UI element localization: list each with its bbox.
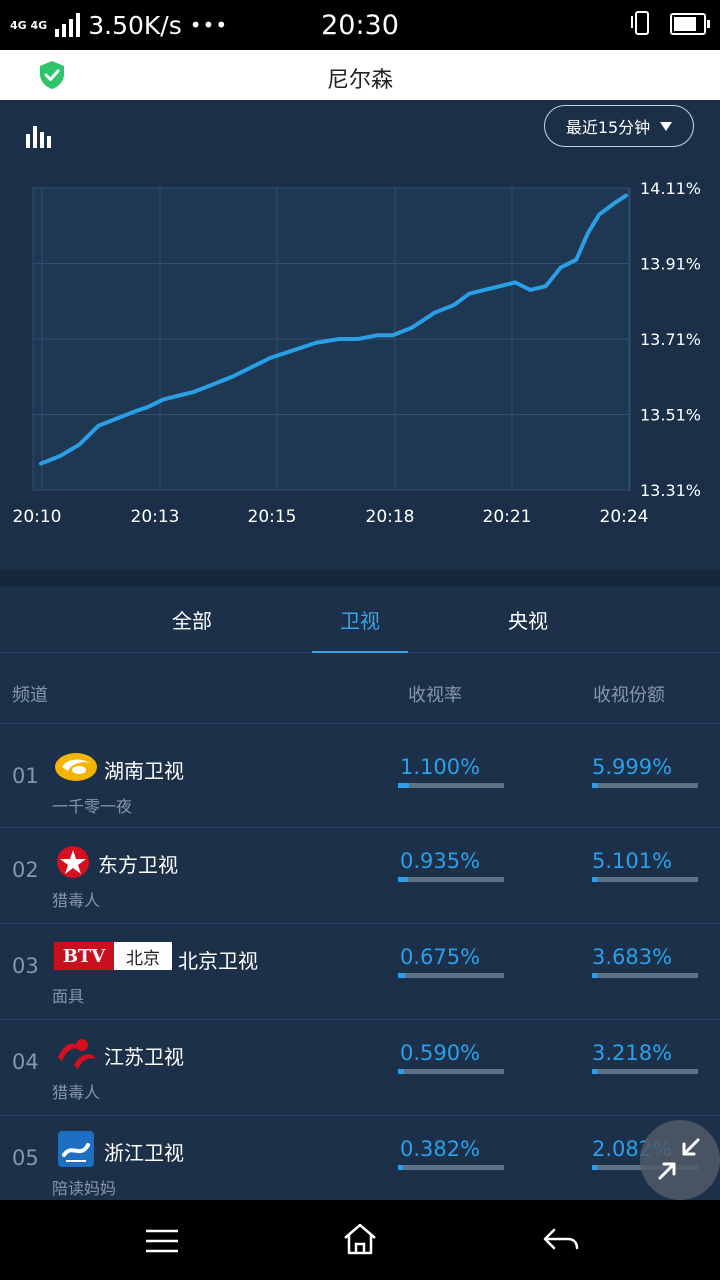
channel-name: 东方卫视 <box>98 853 178 877</box>
share-bar <box>592 1069 698 1074</box>
header-share: 收视份额 <box>593 685 665 706</box>
rating-value: 0.935% <box>400 849 481 873</box>
rating-bar <box>398 973 504 978</box>
table-row[interactable]: 01 湖南卫视 一千零一夜 1.100% 5.999% <box>0 731 720 828</box>
shield-check-icon <box>40 61 64 89</box>
signal-icon <box>55 13 81 37</box>
table-row[interactable]: 03 BTV 北京 北京卫视 面具 0.675% 3.683% <box>0 923 720 1020</box>
rating-value: 0.590% <box>400 1041 481 1065</box>
table-row[interactable]: 02 东方卫视 猎毒人 0.935% 5.101% <box>0 827 720 924</box>
program-name: 猎毒人 <box>52 891 101 910</box>
rating-value: 0.675% <box>400 945 481 969</box>
dropdown-arrow-icon <box>660 121 673 131</box>
network-speed: 3.50K/s <box>88 10 182 40</box>
program-name: 一千零一夜 <box>52 797 133 816</box>
rating-value: 1.100% <box>400 755 481 779</box>
header-rating: 收视率 <box>408 685 462 706</box>
program-name: 陪读妈妈 <box>52 1179 117 1198</box>
tab-bar: 全部 卫视 央视 <box>0 586 720 653</box>
network-indicator: 4G 4G <box>10 20 47 31</box>
share-bar <box>592 877 698 882</box>
channel-name: 江苏卫视 <box>104 1045 184 1069</box>
line-chart: 14.11% 13.91% 13.71% 13.51% 13.31% 20:10 20:13… <box>13 179 702 527</box>
table-row[interactable]: 05 浙江卫视 陪读妈妈 0.382% 2.082% <box>0 1115 720 1211</box>
program-name: 面具 <box>52 987 85 1006</box>
rating-bar <box>398 1165 504 1170</box>
x-tick-label: 20:10 <box>13 507 62 527</box>
rating-bar <box>398 783 504 788</box>
dragon-tv-logo <box>57 846 89 878</box>
time-range-label: 最近15分钟 <box>565 118 651 137</box>
channel-name: 北京卫视 <box>178 949 258 973</box>
divider <box>0 570 720 586</box>
jiangsu-tv-logo <box>58 1039 96 1069</box>
rating-bar <box>398 877 504 882</box>
rank: 05 <box>12 1146 39 1170</box>
share-value: 5.999% <box>592 755 673 779</box>
tab-all[interactable]: 全部 <box>152 586 232 652</box>
tab-label: 卫视 <box>340 608 380 633</box>
y-tick-label: 14.11% <box>640 179 701 198</box>
y-tick-label: 13.91% <box>640 255 701 274</box>
network-type-1: 4G <box>10 18 27 32</box>
tab-cctv[interactable]: 央视 <box>488 586 568 652</box>
btv-logo-text-cn: 北京 <box>114 942 172 970</box>
header-channel: 频道 <box>12 685 48 706</box>
rating-bar <box>398 1069 504 1074</box>
btv-logo: BTV 北京 <box>54 942 172 970</box>
share-bar <box>592 783 698 788</box>
more-dots: ••• <box>189 13 229 37</box>
y-tick-label: 13.71% <box>640 330 701 349</box>
navigation-bar <box>0 1200 720 1280</box>
btv-logo-text: BTV <box>54 942 114 970</box>
vibrate-icon <box>631 11 649 35</box>
status-bar: 4G 4G 3.50K/s ••• 20:30 <box>0 0 720 50</box>
share-bar <box>592 973 698 978</box>
zhejiang-tv-logo <box>58 1131 94 1167</box>
home-icon[interactable] <box>342 1222 378 1256</box>
hunan-tv-logo <box>55 753 97 781</box>
battery-icon <box>670 13 710 35</box>
time-range-dropdown[interactable]: 最近15分钟 <box>544 105 694 147</box>
table-header: 频道 收视率 收视份额 <box>0 653 720 724</box>
series-line <box>39 193 628 466</box>
rating-value: 0.382% <box>400 1137 481 1161</box>
rank: 04 <box>12 1050 39 1074</box>
menu-icon[interactable] <box>144 1228 180 1254</box>
collapse-arrows-icon <box>658 1138 700 1180</box>
rank: 01 <box>12 764 39 788</box>
rank: 02 <box>12 858 39 882</box>
y-tick-label: 13.31% <box>640 481 701 500</box>
tab-satellite[interactable]: 卫视 <box>312 586 408 653</box>
channel-name: 湖南卫视 <box>104 759 184 783</box>
share-value: 5.101% <box>592 849 673 873</box>
clock: 20:30 <box>321 10 399 41</box>
bar-chart-icon[interactable] <box>26 124 54 148</box>
channel-name: 浙江卫视 <box>104 1141 184 1165</box>
share-value: 3.683% <box>592 945 673 969</box>
program-name: 猎毒人 <box>52 1083 101 1102</box>
x-tick-label: 20:13 <box>131 507 180 527</box>
title-bar <box>0 50 720 100</box>
tab-label: 全部 <box>172 608 212 633</box>
x-tick-label: 20:21 <box>483 507 532 527</box>
rank: 03 <box>12 954 39 978</box>
back-icon[interactable] <box>542 1226 580 1254</box>
x-tick-label: 20:18 <box>366 507 415 527</box>
network-type-2: 4G <box>30 18 48 32</box>
y-tick-label: 13.51% <box>640 406 701 425</box>
tab-label: 央视 <box>508 608 548 633</box>
page-title: 尼尔森 <box>326 68 393 93</box>
share-value: 3.218% <box>592 1041 673 1065</box>
x-tick-label: 20:24 <box>600 507 649 527</box>
x-tick-label: 20:15 <box>248 507 297 527</box>
collapse-button[interactable] <box>640 1120 720 1200</box>
table-row[interactable]: 04 江苏卫视 猎毒人 0.590% 3.218% <box>0 1019 720 1116</box>
